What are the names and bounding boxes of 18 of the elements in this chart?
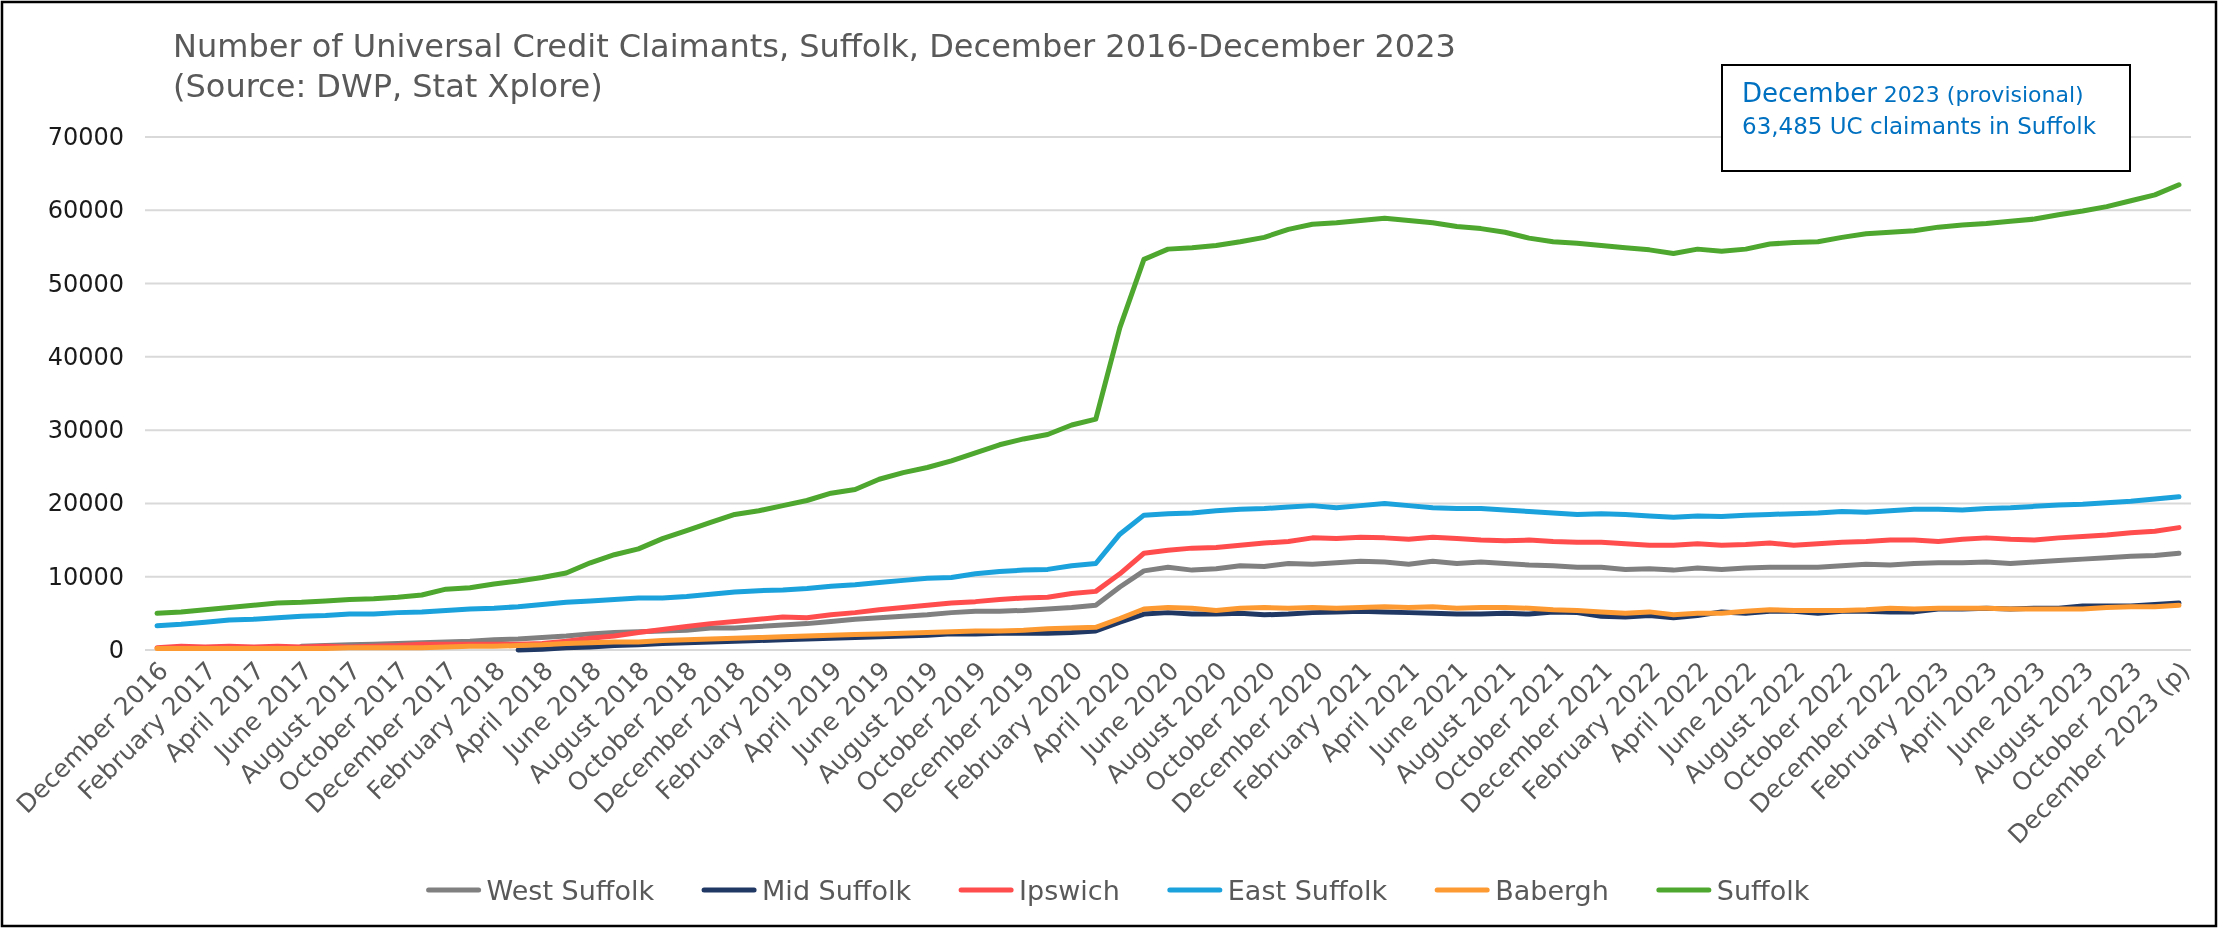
- y-tick-label: 10000: [47, 562, 124, 591]
- legend-label: West Suffolk: [486, 874, 655, 906]
- y-tick-label: 70000: [47, 123, 124, 151]
- chart-title: Number of Universal Credit Claimants, Suffolk, December 2016-December 2023: [173, 27, 1456, 65]
- legend-label: Ipswich: [1019, 874, 1120, 906]
- y-tick-label: 0: [108, 636, 124, 664]
- text: (Source: DWP, Stat Xplore): [173, 67, 603, 105]
- annotation: 63,485 UC claimants in Suffolk: [1742, 113, 2097, 139]
- y-tick-label: 30000: [47, 416, 124, 445]
- legend-label: Suffolk: [1716, 874, 1810, 906]
- y-tick-label: 20000: [47, 489, 124, 518]
- text: December 2023 (provisional): [1742, 78, 2084, 108]
- legend-label: Mid Suffolk: [762, 874, 912, 906]
- legend-label: Babergh: [1495, 874, 1609, 906]
- legend-label: East Suffolk: [1227, 874, 1388, 906]
- y-tick-label: 50000: [47, 269, 124, 298]
- y-tick-label: 40000: [47, 342, 124, 371]
- y-tick-label: 60000: [47, 196, 124, 225]
